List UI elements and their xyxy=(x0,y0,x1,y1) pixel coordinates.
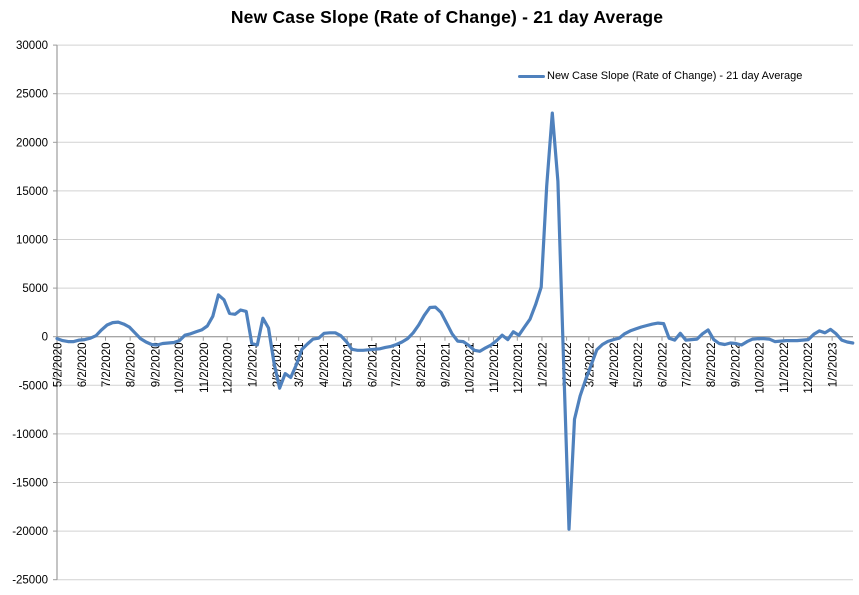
x-axis-label: 9/2/2021 xyxy=(440,343,452,388)
y-axis-label: -5000 xyxy=(19,380,48,392)
x-axis-label: 7/2/2020 xyxy=(101,343,113,388)
y-axis-label: -15000 xyxy=(12,478,48,490)
y-axis-label: 5000 xyxy=(22,283,48,295)
y-axis-label: 30000 xyxy=(16,40,48,52)
y-axis-label: 10000 xyxy=(16,235,48,247)
x-axis-label: 12/2/2022 xyxy=(803,343,815,394)
x-axis-label: 9/2/2020 xyxy=(150,343,162,388)
x-axis-label: 12/2/2020 xyxy=(223,343,235,394)
x-axis-label: 5/2/2020 xyxy=(53,343,65,388)
x-axis-label: 3/2/2021 xyxy=(294,343,306,388)
y-axis-label: 15000 xyxy=(16,186,48,198)
y-axis-label: -20000 xyxy=(12,526,48,538)
y-axis-label: -25000 xyxy=(12,575,48,587)
x-axis-label: 11/2/2022 xyxy=(779,343,791,393)
x-axis-label: 1/2/2023 xyxy=(828,343,840,388)
x-axis-label: 4/2/2022 xyxy=(609,343,621,388)
x-axis-label: 5/2/2021 xyxy=(343,343,355,388)
x-axis-label: 1/2/2021 xyxy=(247,343,259,388)
x-axis-label: 6/2/2021 xyxy=(367,343,379,388)
x-axis-label: 1/2/2022 xyxy=(537,343,549,388)
x-axis-label: 9/2/2022 xyxy=(731,343,743,388)
x-axis-label: 2/2/2021 xyxy=(272,343,284,388)
x-axis-label: 8/2/2020 xyxy=(126,343,138,388)
x-axis-label: 4/2/2021 xyxy=(319,343,331,388)
series-line xyxy=(55,111,855,531)
legend-label: New Case Slope (Rate of Change) - 21 day… xyxy=(547,70,803,82)
y-axis-label: 25000 xyxy=(16,89,48,101)
chart-title: New Case Slope (Rate of Change) - 21 day… xyxy=(230,7,664,27)
y-axis-label: -10000 xyxy=(12,429,48,441)
x-axis-label: 10/2/2022 xyxy=(754,343,766,394)
x-axis-label: 8/2/2021 xyxy=(416,343,428,388)
x-axis-label: 6/2/2022 xyxy=(657,343,669,388)
x-axis-label: 5/2/2022 xyxy=(633,343,645,388)
legend: New Case Slope (Rate of Change) - 21 day… xyxy=(518,70,802,82)
x-axis-label: 7/2/2021 xyxy=(391,343,403,388)
x-axis-label: 11/2/2020 xyxy=(199,343,211,393)
legend-line-swatch xyxy=(518,74,545,78)
x-axis-label: 10/2/2021 xyxy=(464,343,476,394)
x-axis-label: 8/2/2022 xyxy=(706,343,718,388)
y-axis-label: 20000 xyxy=(16,137,48,149)
x-axis-label: 11/2/2021 xyxy=(489,342,501,392)
x-axis-label: 7/2/2022 xyxy=(681,343,693,388)
x-axis-label: 12/2/2021 xyxy=(513,343,525,394)
x-axis-label: 10/2/2020 xyxy=(174,343,186,394)
y-axis-label: 0 xyxy=(42,332,48,344)
x-axis-label: 6/2/2020 xyxy=(77,343,89,388)
